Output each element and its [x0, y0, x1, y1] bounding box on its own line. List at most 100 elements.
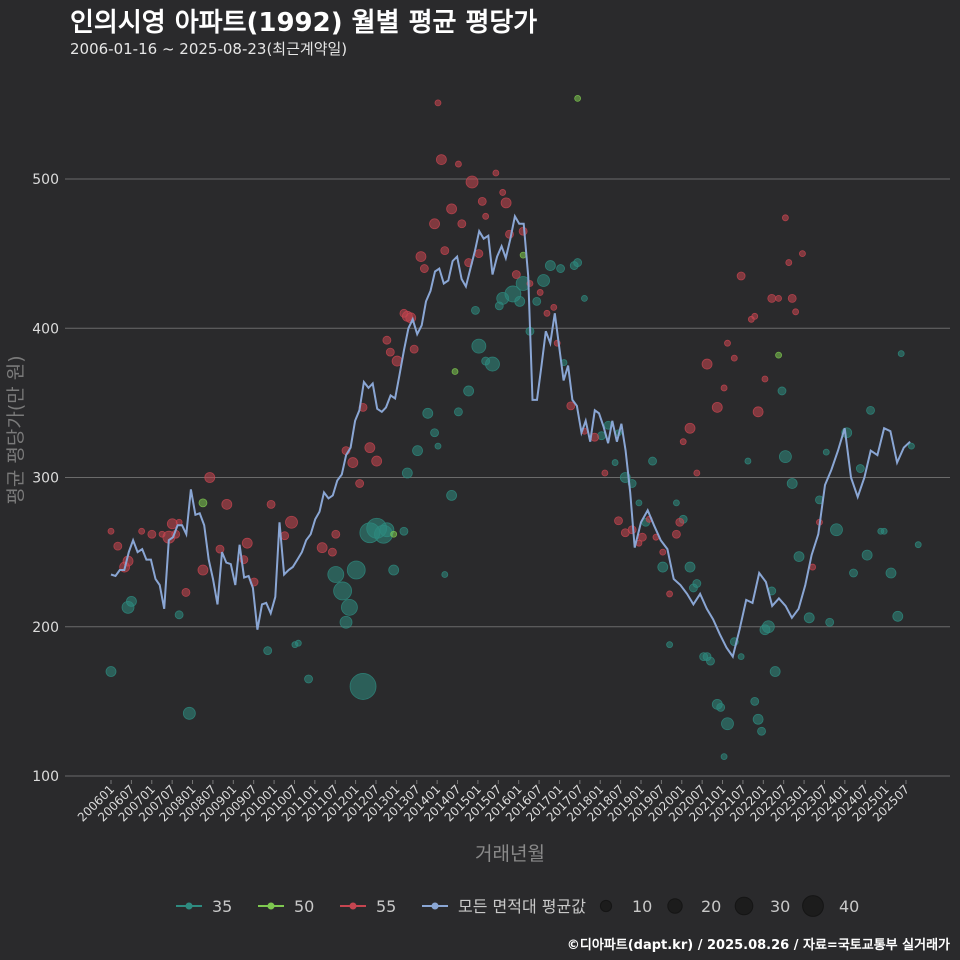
scatter-point-50	[451, 368, 459, 375]
scatter-point-55	[614, 516, 623, 526]
scatter-point-35	[666, 641, 673, 649]
scatter-point-35	[885, 567, 897, 579]
y-tick-label: 100	[32, 769, 59, 785]
scatter-point-35	[294, 639, 302, 647]
scatter-point-35	[880, 527, 888, 535]
scatter-point-55	[181, 588, 191, 597]
scatter-point-55	[752, 406, 764, 418]
legend-size-circle	[734, 896, 754, 916]
scatter-point-35	[581, 294, 588, 302]
scatter-point-55	[679, 438, 687, 446]
scatter-point-55	[409, 344, 419, 354]
scatter-point-35	[341, 598, 358, 616]
legend-label: 35	[212, 897, 232, 916]
scatter-point-55	[775, 294, 782, 302]
scatter-point-35	[441, 571, 449, 578]
scatter-point-35	[673, 499, 680, 507]
scatter-point-55	[316, 542, 328, 554]
y-tick-label: 300	[32, 471, 59, 487]
scatter-point-55	[736, 271, 746, 281]
scatter-point-55	[761, 375, 769, 383]
scatter-point-55	[536, 289, 544, 296]
scatter-point-55	[601, 469, 609, 477]
scatter-point-55	[482, 212, 490, 220]
scatter-point-55	[107, 527, 115, 535]
legend-label: 모든 면적대 평균값	[458, 897, 586, 916]
scatter-point-55	[347, 457, 359, 468]
scatter-point-35	[892, 610, 904, 622]
scatter-point-55	[499, 189, 507, 196]
scatter-point-35	[744, 457, 752, 465]
scatter-point-35	[346, 560, 366, 580]
scatter-point-35	[720, 753, 728, 760]
scatter-point-35	[471, 338, 487, 354]
source-caption: ©디아파트(dapt.kr) / 2025.08.26 / 자료=국토교통부 실…	[566, 938, 950, 953]
scatter-point-55	[204, 472, 216, 483]
scatter-point-35	[434, 442, 442, 450]
scatter-point-35	[339, 615, 353, 629]
scatter-point-35	[304, 674, 313, 684]
scatter-point-35	[454, 407, 463, 417]
y-gridlines	[65, 178, 950, 777]
scatter-point-55	[724, 339, 731, 347]
scatter-point-55	[221, 498, 233, 510]
scatter-point-50	[775, 351, 782, 359]
scatter-point-35	[556, 264, 565, 273]
scatter-point-35	[866, 405, 875, 415]
scatter-point-55	[457, 219, 467, 229]
scatter-point-35	[657, 561, 669, 573]
average-line	[110, 213, 911, 659]
scatter-point-35	[777, 386, 787, 396]
scatter-point-35	[635, 499, 643, 507]
scatter-point-55	[672, 529, 681, 539]
scatter-point-55	[113, 541, 123, 551]
scatter-point-35	[399, 526, 409, 536]
scatter-point-55	[659, 548, 667, 556]
scatter-point-35	[126, 595, 137, 607]
scatter-point-35	[422, 407, 434, 419]
scatter-point-55	[684, 422, 696, 434]
scatter-point-55	[711, 401, 723, 413]
scatter-point-35	[914, 541, 922, 549]
y-tick-label: 200	[32, 620, 59, 636]
scatter-point-55	[474, 249, 484, 259]
scatter-point-55	[637, 532, 647, 542]
scatter-point-35	[182, 706, 196, 720]
scatter-point-55	[792, 308, 800, 316]
scatter-point-55	[355, 479, 365, 488]
scatter-point-55	[675, 517, 685, 527]
y-tick-label: 400	[32, 321, 59, 337]
scatter-point-35	[446, 490, 458, 501]
legend-key-dot	[267, 902, 275, 910]
scatter-point-55	[241, 537, 253, 549]
scatter-points	[105, 95, 922, 760]
scatter-point-35	[485, 356, 500, 372]
scatter-point-35	[333, 581, 353, 601]
scatter-point-55	[371, 455, 383, 467]
legend-size-label: 10	[632, 897, 652, 916]
scatter-point-55	[446, 203, 458, 215]
scatter-point-55	[500, 197, 512, 209]
scatter-point-35	[757, 726, 766, 736]
scatter-point-35	[830, 523, 843, 537]
scatter-point-35	[412, 445, 423, 457]
scatter-point-35	[769, 666, 781, 677]
scatter-point-35	[611, 459, 619, 466]
scatter-point-55	[429, 218, 440, 230]
scatter-point-50	[574, 95, 582, 102]
scatter-point-55	[730, 354, 738, 362]
legend-key-dot	[431, 902, 439, 910]
scatter-point-55	[138, 527, 146, 535]
scatter-point-35	[908, 442, 915, 450]
legend-size-circle	[802, 895, 824, 917]
x-axis-label: 거래년월	[475, 843, 545, 865]
scatter-point-55	[215, 544, 225, 554]
y-tick-labels: 100 200 300 400 500	[32, 172, 59, 785]
x-tick-labels: 2006012006072007012007072008012008072009…	[75, 780, 912, 825]
legend-size-circle	[667, 898, 683, 914]
scatter-point-35	[532, 296, 542, 306]
scatter-point-55	[785, 259, 793, 266]
scatter-point-35	[349, 673, 377, 700]
scatter-point-35	[750, 696, 760, 706]
